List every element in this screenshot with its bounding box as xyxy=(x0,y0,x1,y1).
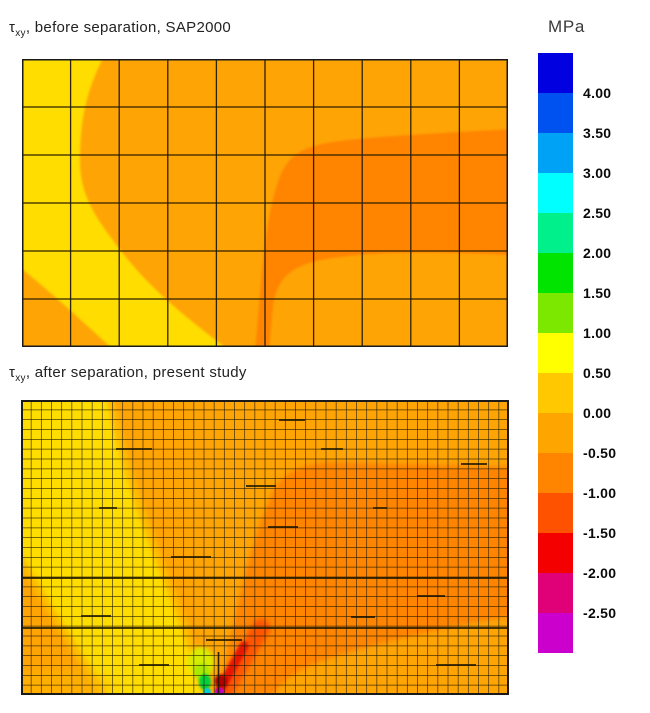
legend-tick-label: 1.50 xyxy=(583,285,612,301)
tau-subscript: xy xyxy=(15,28,26,39)
legend-band-9 xyxy=(538,413,573,453)
legend-tick-label: 1.00 xyxy=(583,325,612,341)
plot1-mesh-grid xyxy=(22,59,508,347)
contour-plot-before-separation xyxy=(22,59,508,347)
legend-tick-label: 4.00 xyxy=(583,85,612,101)
legend-band-11 xyxy=(538,493,573,533)
plot2-title: τxy, after separation, present study xyxy=(9,362,247,384)
plot2-mesh-grid xyxy=(21,400,509,695)
legend-band-4 xyxy=(538,213,573,253)
plot1-positive-band-region xyxy=(22,59,226,347)
plot2-title-text: , after separation, present study xyxy=(25,364,247,381)
legend-band-14 xyxy=(538,613,573,653)
plot1-title: τxy, before separation, SAP2000 xyxy=(9,17,231,39)
legend-tick-label: -1.50 xyxy=(583,525,617,541)
legend-tick-label: 3.00 xyxy=(583,165,612,181)
contour-plot-after-separation xyxy=(21,400,509,695)
legend-band-10 xyxy=(538,453,573,493)
legend-band-7 xyxy=(538,333,573,373)
legend-colorbar xyxy=(538,53,573,653)
legend-tick-label: -0.50 xyxy=(583,445,617,461)
crack-tip-dark-red-spot xyxy=(214,674,228,688)
legend-band-3 xyxy=(538,173,573,213)
legend-tick-label: -1.00 xyxy=(583,485,617,501)
tau-symbol: τ xyxy=(9,19,16,36)
legend-tick-label: 2.00 xyxy=(583,245,612,261)
legend-band-8 xyxy=(538,373,573,413)
legend-tick-label: -2.00 xyxy=(583,565,617,581)
legend-band-1 xyxy=(538,93,573,133)
tau-subscript: xy xyxy=(15,373,26,384)
legend-band-2 xyxy=(538,133,573,173)
plot1-border xyxy=(22,59,508,347)
legend-units-label: MPa xyxy=(548,17,585,36)
legend-band-6 xyxy=(538,293,573,333)
legend-tick-label: 3.50 xyxy=(583,125,612,141)
crack-tip-green-spot xyxy=(199,674,211,690)
legend-tick-label: 0.00 xyxy=(583,405,612,421)
plot2-border xyxy=(21,400,509,695)
legend-tick-label: 2.50 xyxy=(583,205,612,221)
legend-band-0 xyxy=(538,53,573,93)
legend-band-13 xyxy=(538,573,573,613)
legend-tick-label: -2.50 xyxy=(583,605,617,621)
plot1-negative-band-region xyxy=(255,129,508,347)
legend-band-12 xyxy=(538,533,573,573)
legend-tick-label: 0.50 xyxy=(583,365,612,381)
legend-band-5 xyxy=(538,253,573,293)
tau-symbol: τ xyxy=(9,364,16,381)
plot1-title-text: , before separation, SAP2000 xyxy=(25,19,232,36)
